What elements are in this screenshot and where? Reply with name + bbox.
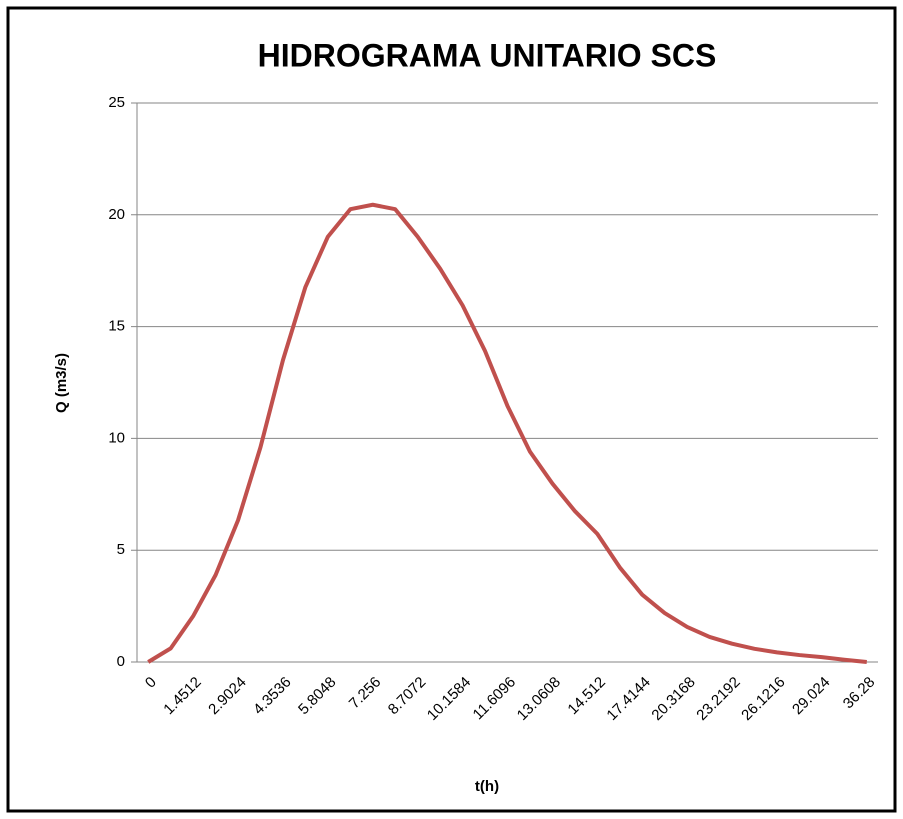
y-tick-label: 10 <box>108 429 125 446</box>
chart-title: HIDROGRAMA UNITARIO SCS <box>258 37 717 73</box>
y-tick-label: 25 <box>108 94 125 111</box>
x-axis-label: t(h) <box>475 778 499 795</box>
y-tick-label: 20 <box>108 206 125 223</box>
y-axis-label: Q (m3/s) <box>53 353 70 413</box>
y-tick-label: 5 <box>117 541 125 558</box>
chart-frame <box>6 6 897 813</box>
y-tick-label: 0 <box>117 653 125 670</box>
line-series <box>147 202 867 664</box>
y-tick-label: 15 <box>108 318 125 335</box>
